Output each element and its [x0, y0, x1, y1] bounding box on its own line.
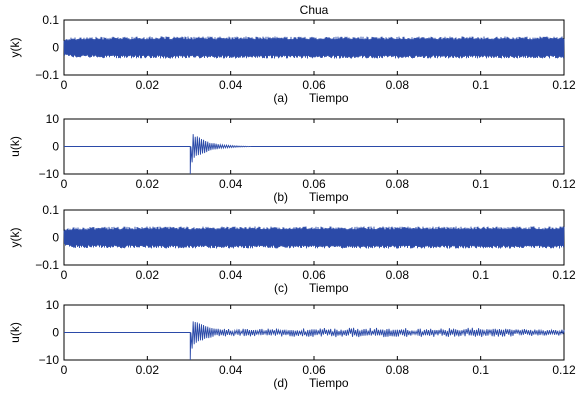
y-axis-label: u(k) — [8, 136, 22, 157]
y-tick-label: 0 — [52, 140, 59, 154]
x-tick-label: 0.1 — [472, 363, 489, 377]
x-tick-label: 0.08 — [386, 268, 410, 282]
y-tick-label: −10 — [39, 353, 60, 367]
y-tick-label: −0.1 — [35, 68, 59, 82]
x-axis-label: Tiempo — [309, 91, 349, 105]
panel-label: (b) — [273, 190, 288, 204]
x-axis-label: Tiempo — [309, 281, 349, 295]
y-tick-label: 0 — [52, 326, 59, 340]
series-line — [63, 36, 565, 59]
x-tick-label: 0.04 — [219, 363, 243, 377]
y-axis-label: y(k) — [8, 228, 22, 248]
y-tick-label: −10 — [39, 167, 60, 181]
x-tick-label: 0.12 — [552, 268, 576, 282]
y-axis-label: y(k) — [8, 38, 22, 58]
panel-label: (d) — [273, 376, 288, 390]
y-tick-label: 0 — [52, 41, 59, 55]
panels: 0 0.02 0.04 0.06 0.08 0.1 0.12−0.100.1y(k)(a) T… — [8, 13, 576, 390]
x-tick-label: 0.08 — [386, 363, 410, 377]
x-tick-label: 0 — [61, 177, 68, 191]
y-tick-label: 0 — [52, 231, 59, 245]
series-line — [64, 134, 564, 175]
y-tick-label: −0.1 — [35, 258, 59, 272]
x-axis-label: Tiempo — [309, 190, 349, 204]
x-tick-label: 0.08 — [386, 177, 410, 191]
x-tick-label: 0.12 — [552, 363, 576, 377]
x-tick-label: 0.04 — [219, 78, 243, 92]
panel-label: (a) — [273, 91, 288, 105]
x-tick-label: 0.02 — [136, 78, 160, 92]
x-tick-label: 0.1 — [472, 177, 489, 191]
y-tick-label: 10 — [46, 298, 60, 312]
x-tick-label: 0.06 — [302, 177, 326, 191]
panel-label: (c) — [274, 281, 288, 295]
x-tick-label: 0.12 — [552, 177, 576, 191]
x-tick-label: 0.1 — [472, 268, 489, 282]
x-tick-label: 0.06 — [302, 268, 326, 282]
x-tick-label: 0.02 — [136, 177, 160, 191]
y-tick-label: 0.1 — [42, 203, 59, 217]
x-tick-label: 0.04 — [219, 177, 243, 191]
figure-title: Chua — [300, 3, 329, 17]
x-tick-label: 0.08 — [386, 78, 410, 92]
y-tick-label: 10 — [46, 112, 60, 126]
x-tick-label: 0.1 — [472, 78, 489, 92]
y-axis-label: u(k) — [8, 322, 22, 343]
x-tick-label: 0.06 — [302, 363, 326, 377]
series-line — [63, 226, 565, 249]
x-tick-label: 0.06 — [302, 78, 326, 92]
x-tick-label: 0.02 — [136, 363, 160, 377]
x-tick-label: 0.02 — [136, 268, 160, 282]
x-tick-label: 0 — [61, 363, 68, 377]
y-tick-label: 0.1 — [42, 13, 59, 27]
series-line — [64, 321, 565, 361]
x-tick-label: 0.12 — [552, 78, 576, 92]
x-tick-label: 0 — [61, 78, 68, 92]
x-tick-label: 0.04 — [219, 268, 243, 282]
panel-c: 0 0.02 0.04 0.06 0.08 0.1 0.12−0.100.1y(k)(c) T… — [8, 203, 576, 295]
x-tick-label: 0 — [61, 268, 68, 282]
x-axis-label: Tiempo — [309, 376, 349, 390]
panel-a: 0 0.02 0.04 0.06 0.08 0.1 0.12−0.100.1y(k)(a) T… — [8, 13, 576, 105]
